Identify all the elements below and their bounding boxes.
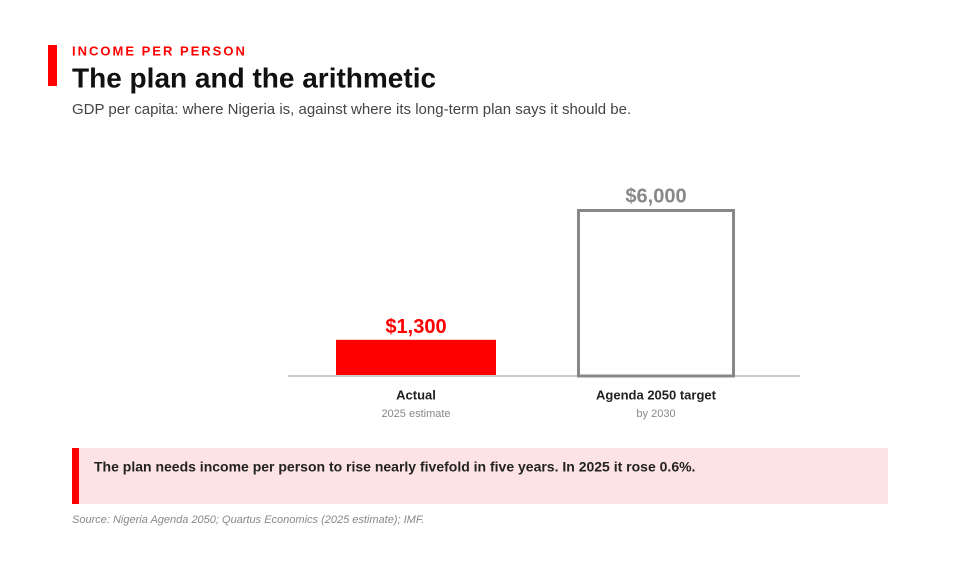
subtitle: GDP per capita: where Nigeria is, agains…	[72, 101, 631, 118]
source: Source: Nigeria Agenda 2050; Quartus Eco…	[72, 514, 424, 526]
accent-bar	[48, 45, 57, 86]
category-note: 2025 estimate	[381, 408, 450, 420]
chart-title: The plan and the arithmetic	[72, 62, 436, 93]
callout-box	[72, 448, 888, 504]
value-label: $1,300	[385, 316, 446, 338]
category-label: Agenda 2050 target	[596, 387, 717, 402]
category-label: Actual	[396, 387, 436, 402]
category-note: by 2030	[636, 408, 675, 420]
annotation: The plan needs income per person to rise…	[94, 459, 695, 475]
kicker: INCOME PER PERSON	[72, 43, 247, 58]
value-label: $6,000	[625, 185, 686, 207]
bar	[336, 339, 496, 375]
callout-accent	[72, 448, 79, 504]
bar	[577, 209, 735, 378]
